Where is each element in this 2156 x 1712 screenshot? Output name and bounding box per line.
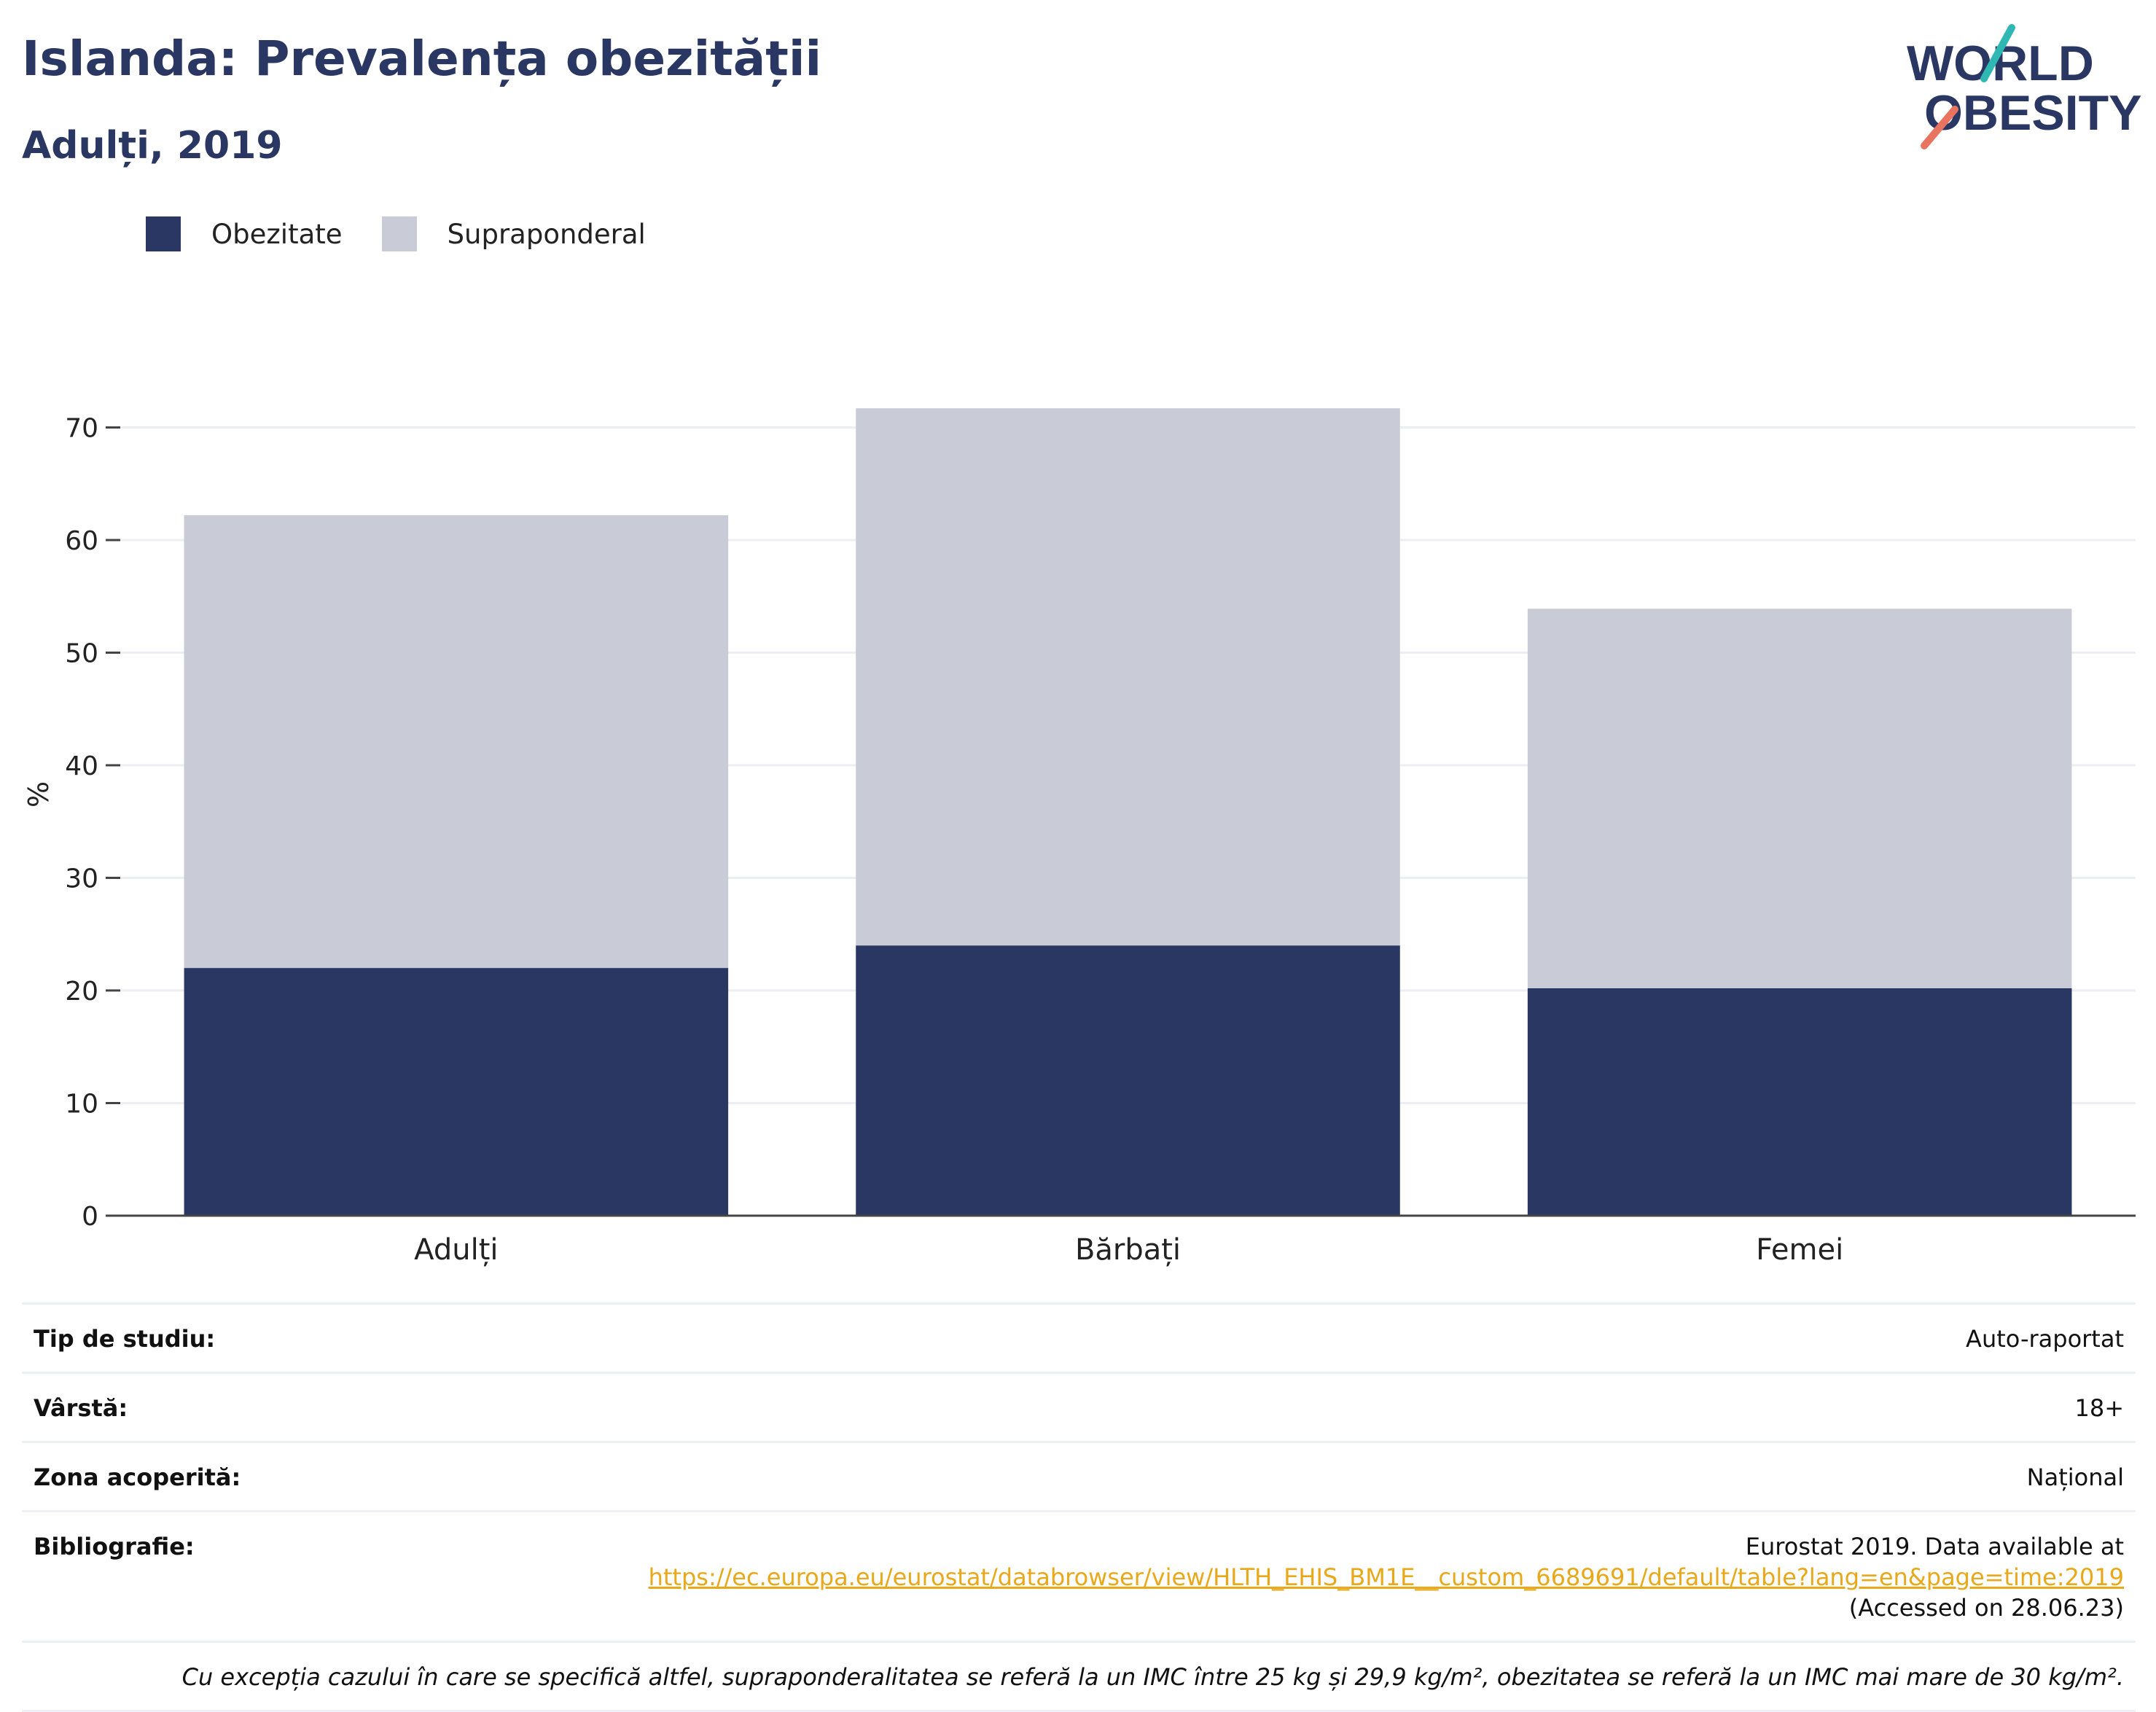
bar-obesity [856, 945, 1400, 1216]
bibliography-accessed: (Accessed on 28.06.23) [1848, 1594, 2124, 1622]
y-tick-label: 20 [65, 977, 98, 1007]
y-tick-label: 60 [65, 526, 98, 556]
y-axis-ticks: 0 10 20 30 40 50 60 70 [65, 414, 120, 1232]
bibliography-link[interactable]: https://ec.europa.eu/eurostat/databrowse… [648, 1563, 2124, 1591]
legend-label-overweight: Supraponderal [447, 218, 646, 250]
legend-item-overweight: Supraponderal [381, 216, 646, 251]
logo-line2: OBESITY [1924, 85, 2142, 141]
logo-teal-stroke [1980, 24, 2015, 82]
legend-swatch-overweight [381, 216, 417, 251]
y-tick-label: 50 [65, 639, 98, 669]
bibliography-text: Eurostat 2019. Data available at [1745, 1533, 2124, 1560]
stacked-bar-chart: 0 10 20 30 40 50 60 70 Adulți Bărbați Femei % [23, 408, 2136, 1267]
bar-overweight [1527, 609, 2072, 988]
legend-item-obesity: Obezitate [146, 216, 343, 251]
y-tick-label: 70 [65, 414, 98, 444]
bibliography-label: Bibliografie: [34, 1533, 195, 1560]
info-row-study-type: Tip de studiu: Auto-raportat [22, 1305, 2136, 1374]
coverage-label: Zona acoperită: [34, 1463, 241, 1491]
x-axis-labels: Adulți Bărbați Femei [414, 1233, 1843, 1267]
bibliography-value: Eurostat 2019. Data available at https:/… [649, 1531, 2124, 1623]
info-row-coverage: Zona acoperită: Național [22, 1443, 2136, 1512]
study-type-value: Auto-raportat [1966, 1325, 2124, 1353]
y-tick-label: 0 [82, 1202, 98, 1232]
chart-subtitle: Adulți, 2019 [22, 124, 283, 168]
chart-title: Islanda: Prevalența obezității [22, 31, 822, 87]
x-tick-label: Adulți [414, 1233, 498, 1267]
coverage-value: Național [2026, 1463, 2124, 1491]
x-tick-label: Bărbați [1075, 1233, 1181, 1267]
bar-overweight [856, 408, 1400, 946]
logo-coral-stroke [1921, 106, 1958, 149]
definition-footnote: Cu excepția cazului în care se specifică… [22, 1643, 2136, 1712]
world-obesity-logo: WORLD OBESITY [1907, 24, 2142, 149]
y-tick-label: 40 [65, 751, 98, 781]
y-tick-label: 10 [65, 1090, 98, 1119]
legend-label-obesity: Obezitate [211, 218, 343, 250]
info-row-bibliography: Bibliografie: Eurostat 2019. Data availa… [22, 1512, 2136, 1643]
info-row-age: Vârstă: 18+ [22, 1374, 2136, 1443]
study-type-label: Tip de studiu: [34, 1325, 216, 1353]
study-info-table: Tip de studiu: Auto-raportat Vârstă: 18+… [22, 1302, 2136, 1712]
age-value: 18+ [2074, 1394, 2124, 1422]
bar-obesity [184, 968, 729, 1216]
legend-swatch-obesity [146, 216, 181, 251]
y-tick-label: 30 [65, 864, 98, 894]
bar-overweight [184, 515, 729, 969]
y-axis-label: % [23, 781, 55, 808]
age-label: Vârstă: [34, 1394, 128, 1422]
bars [184, 408, 2072, 1216]
x-tick-label: Femei [1756, 1233, 1843, 1267]
bar-obesity [1527, 988, 2072, 1216]
chart-legend: Obezitate Supraponderal [146, 216, 685, 251]
